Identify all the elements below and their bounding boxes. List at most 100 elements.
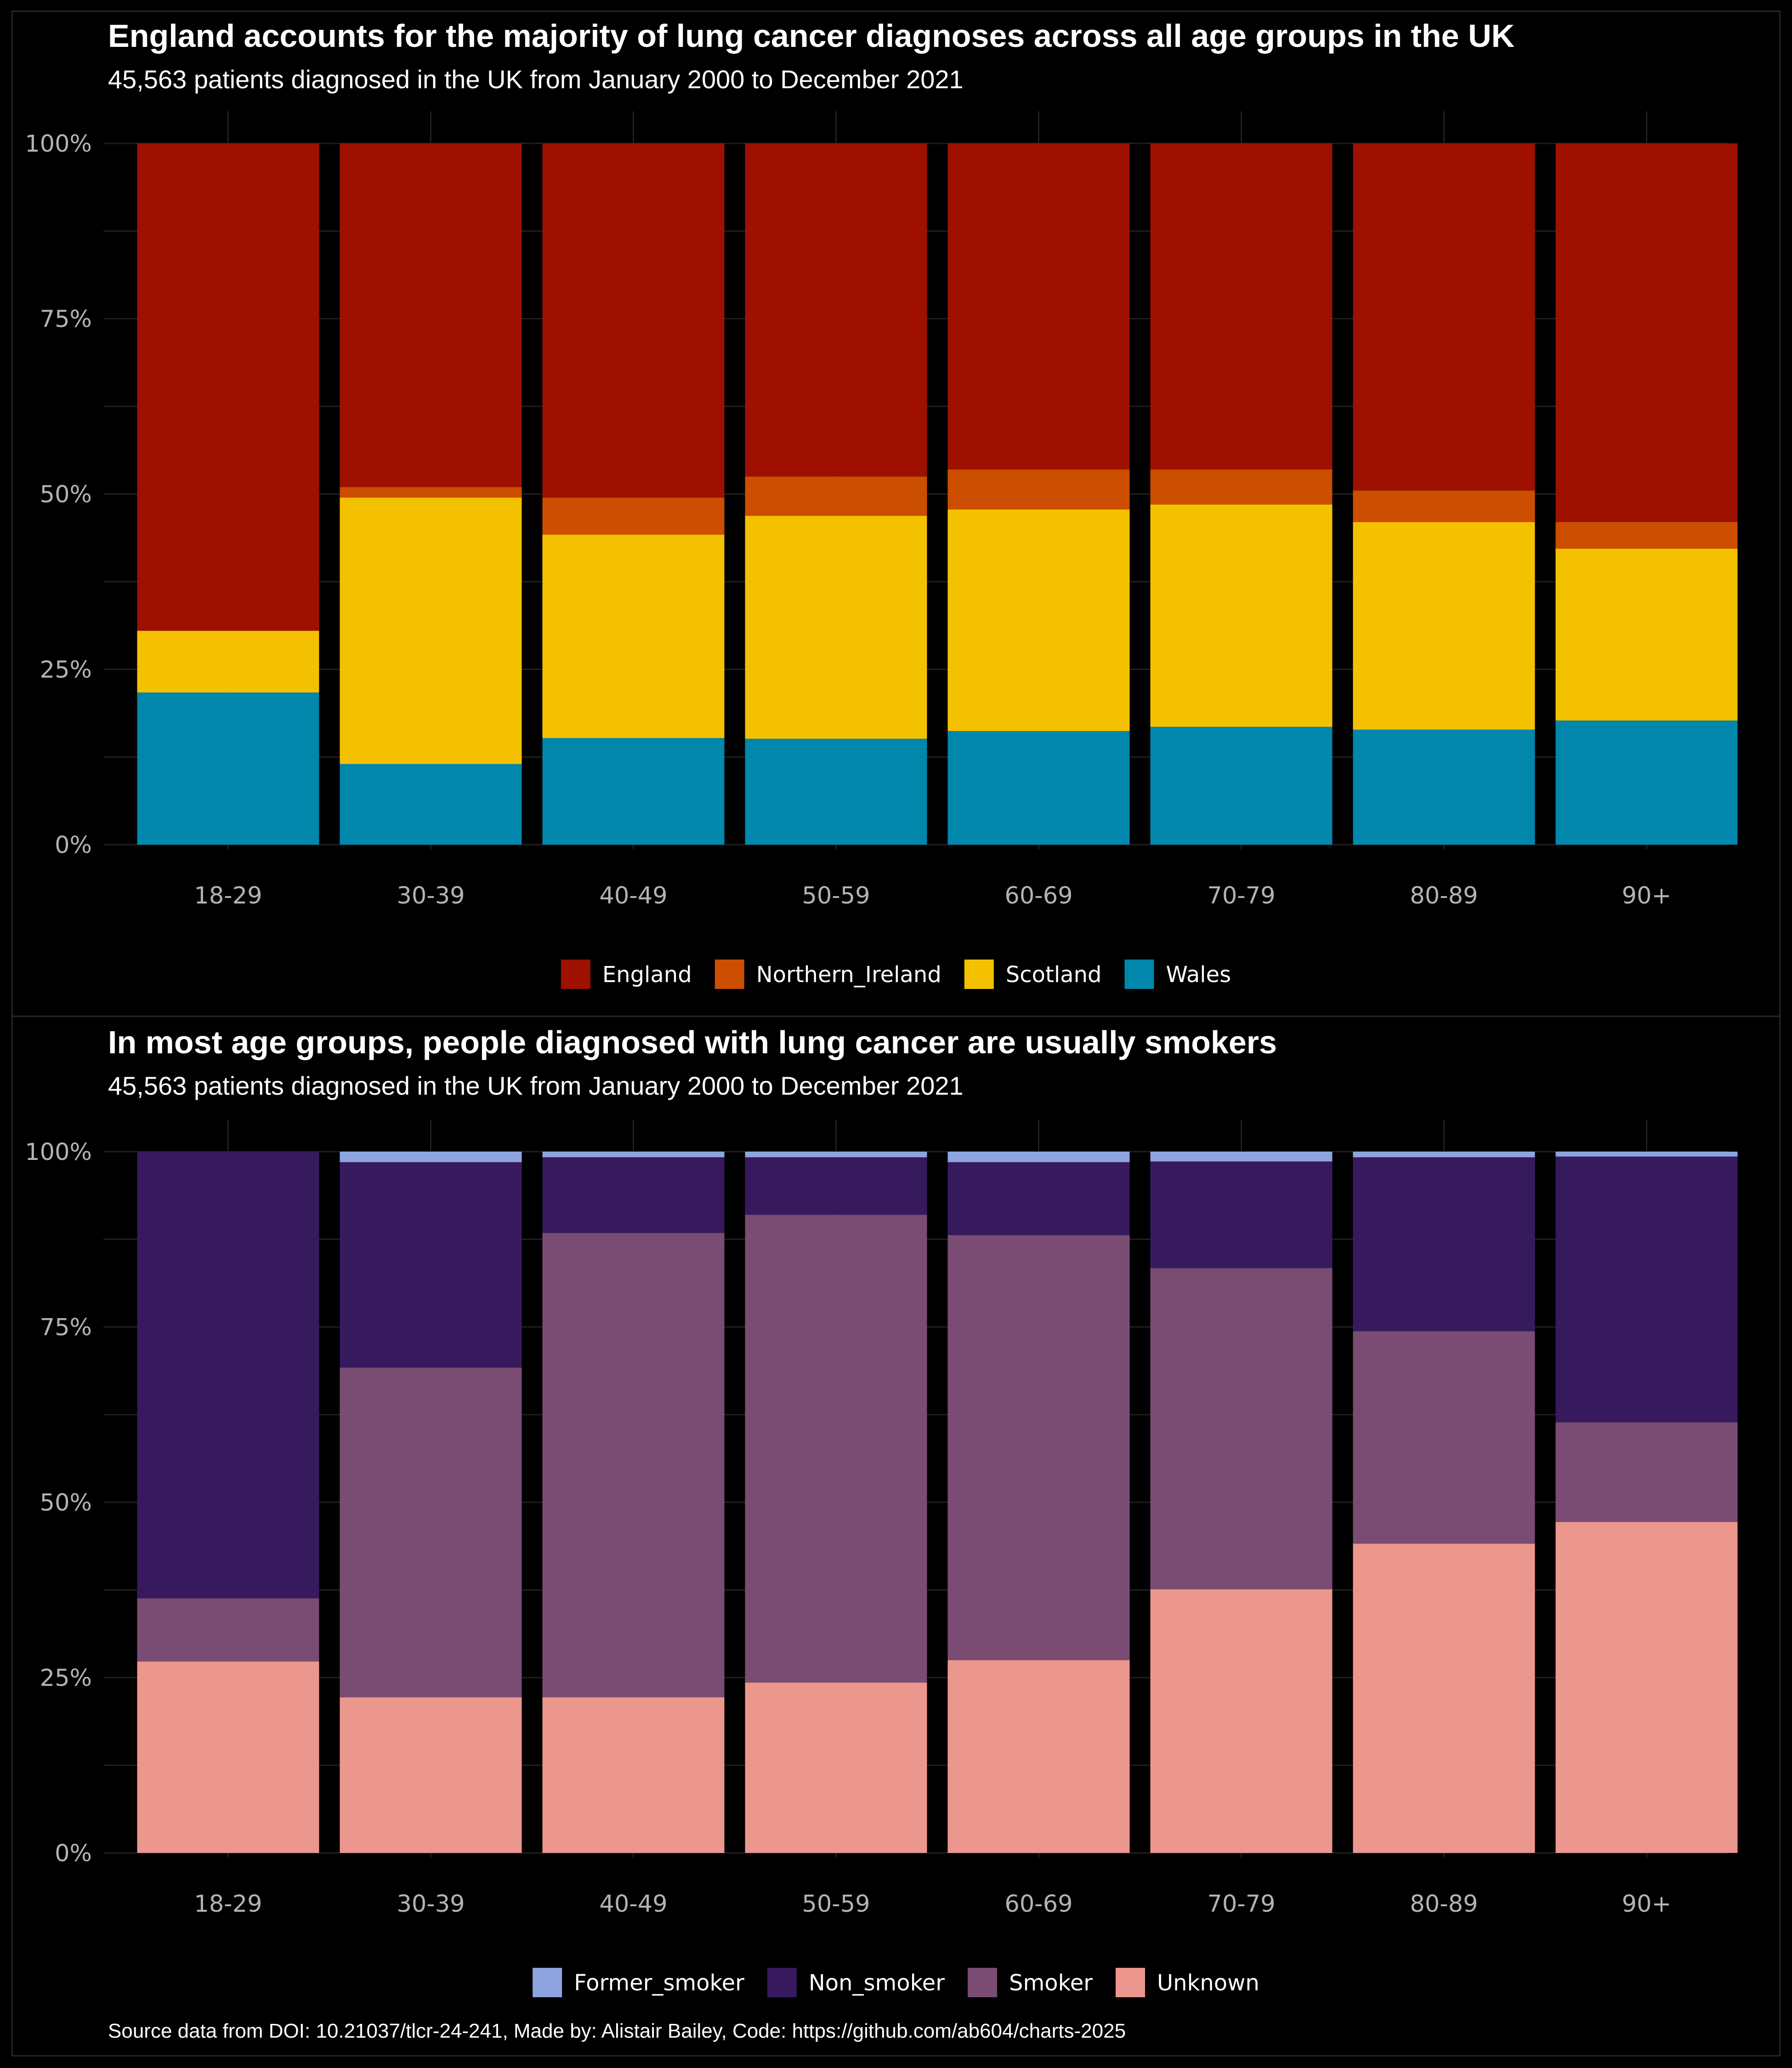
chart-2-bar-smoker-90 [1555, 1422, 1738, 1522]
chart-1-bar-scotland-60-69 [947, 509, 1130, 731]
chart-2-bar-smoker-50-59 [745, 1215, 927, 1683]
chart-2-bar-former-smoker-40-49 [542, 1152, 725, 1158]
chart-2-bar-non-smoker-40-49 [542, 1157, 725, 1233]
chart-1-bar-wales-18-29 [137, 692, 319, 845]
chart-2-x-tick-label: 80-89 [1410, 1891, 1478, 1918]
chart-1-bar-northern-ireland-80-89 [1353, 490, 1535, 523]
chart-1-bar-wales-70-79 [1150, 727, 1333, 845]
chart-1-legend-swatch-wales [1124, 960, 1154, 989]
chart-2-legend-swatch-former-smoker [533, 1968, 562, 1997]
chart-1-subtitle: 45,563 patients diagnosed in the UK from… [108, 65, 964, 94]
chart-1-y-tick-label: 100% [25, 131, 92, 158]
chart-1-bar-wales-90 [1555, 720, 1738, 845]
chart-2-bar-former-smoker-60-69 [947, 1152, 1130, 1162]
chart-1-bar-northern-ireland-90 [1555, 522, 1738, 549]
chart-2-bar-unknown-70-79 [1150, 1589, 1333, 1853]
chart-1-bar-wales-60-69 [947, 731, 1130, 845]
chart-1-bar-england-40-49 [542, 143, 725, 498]
chart-2-bar-former-smoker-50-59 [745, 1152, 927, 1158]
chart-1-bar-northern-ireland-40-49 [542, 497, 725, 535]
chart-2-legend: Former_smoker Non_smoker Smoker Unknown [533, 1968, 1259, 1997]
chart-2-legend-label-smoker: Smoker [1009, 1970, 1093, 1996]
chart-2-bar-unknown-40-49 [542, 1697, 725, 1853]
chart-1-bar-northern-ireland-60-69 [947, 469, 1130, 510]
chart-1-bar-scotland-80-89 [1353, 522, 1535, 730]
chart-2-bar-former-smoker-80-89 [1353, 1152, 1535, 1158]
panel-divider [11, 1016, 1781, 1017]
chart-1-x-tick-label: 40-49 [599, 882, 667, 909]
chart-2-legend-swatch-unknown [1115, 1968, 1145, 1997]
chart-2-y-tick-label: 0% [55, 1840, 92, 1867]
chart-1-bar-scotland-30-39 [340, 497, 522, 764]
chart-1-bar-scotland-70-79 [1150, 504, 1333, 727]
chart-2-bar-former-smoker-30-39 [340, 1152, 522, 1162]
chart-2-x-tick-label: 18-29 [194, 1891, 262, 1918]
chart-2-bar-unknown-80-89 [1353, 1544, 1535, 1853]
chart-2-x-tick-label: 70-79 [1207, 1891, 1275, 1918]
chart-2-bar-smoker-40-49 [542, 1233, 725, 1698]
chart-2-y-tick-label: 25% [40, 1665, 92, 1692]
chart-2-x-tick-label: 40-49 [599, 1891, 667, 1918]
chart-1-x-tick-label: 80-89 [1410, 882, 1478, 909]
chart-1-bar-northern-ireland-50-59 [745, 476, 927, 516]
chart-frame [11, 11, 1781, 2057]
chart-1-bar-wales-40-49 [542, 738, 725, 845]
chart-2-y-tick-label: 75% [40, 1314, 92, 1341]
chart-2-bar-non-smoker-90 [1555, 1156, 1738, 1423]
chart-2-bar-non-smoker-50-59 [745, 1157, 927, 1215]
chart-2-y-tick-label: 100% [25, 1139, 92, 1166]
chart-2-legend-label-former-smoker: Former_smoker [574, 1970, 744, 1996]
chart-2-subtitle: 45,563 patients diagnosed in the UK from… [108, 1071, 964, 1100]
chart-2-x-tick-label: 90+ [1622, 1891, 1672, 1918]
chart-2-bar-smoker-80-89 [1353, 1331, 1535, 1544]
chart-1-legend-swatch-northern-ireland [715, 960, 744, 989]
chart-1-legend-label-wales: Wales [1166, 962, 1231, 988]
chart-2-title: In most age groups, people diagnosed wit… [108, 1024, 1277, 1060]
chart-1-bar-scotland-40-49 [542, 534, 725, 739]
chart-1-bar-england-70-79 [1150, 143, 1333, 470]
chart-2-x-tick-label: 50-59 [802, 1891, 870, 1918]
chart-1-y-tick-label: 50% [40, 481, 92, 508]
chart-1-bar-england-30-39 [340, 143, 522, 487]
chart-1-x-tick-label: 90+ [1622, 882, 1672, 909]
chart-1-x-tick-label: 50-59 [802, 882, 870, 909]
chart-1-bar-northern-ireland-30-39 [340, 487, 522, 498]
chart-2-legend-swatch-smoker [968, 1968, 998, 1997]
chart-1-bar-scotland-90 [1555, 549, 1738, 721]
chart-1-bar-wales-30-39 [340, 764, 522, 845]
chart-2-bar-smoker-60-69 [947, 1235, 1130, 1660]
source-caption: Source data from DOI: 10.21037/tlcr-24-2… [108, 2020, 1126, 2042]
chart-1-x-tick-label: 60-69 [1004, 882, 1072, 909]
chart-2-bar-unknown-30-39 [340, 1697, 522, 1853]
chart-1-bar-northern-ireland-70-79 [1150, 469, 1333, 505]
chart-2-bar-smoker-18-29 [137, 1598, 319, 1662]
chart-1-x-tick-label: 18-29 [194, 882, 262, 909]
chart-2-bar-smoker-30-39 [340, 1368, 522, 1698]
chart-1-bar-wales-80-89 [1353, 729, 1535, 845]
chart-2-x-tick-label: 30-39 [397, 1891, 465, 1918]
chart-1-title: England accounts for the majority of lun… [108, 18, 1515, 54]
chart-1-bar-england-18-29 [137, 143, 319, 631]
chart-1-y-tick-label: 25% [40, 657, 92, 684]
chart-2-bar-unknown-90 [1555, 1522, 1738, 1853]
chart-2-bar-non-smoker-70-79 [1150, 1161, 1333, 1268]
chart-2-bar-unknown-18-29 [137, 1661, 319, 1853]
chart-1-bar-england-80-89 [1353, 143, 1535, 491]
chart-2-bar-non-smoker-60-69 [947, 1162, 1130, 1235]
chart-1-legend-swatch-scotland [964, 960, 994, 989]
chart-1-bar-england-60-69 [947, 143, 1130, 470]
chart-1-plot: 0% 25% 50% 75% 100% 18-29 30-39 40-49 50-59 60-69… [25, 111, 1738, 989]
chart-1-legend: England Northern_Ireland Scotland Wales [561, 960, 1231, 989]
chart-1-y-tick-label: 75% [40, 306, 92, 333]
chart-1-bar-england-50-59 [745, 143, 927, 477]
chart-1-bar-wales-50-59 [745, 739, 927, 845]
chart-2-bar-non-smoker-18-29 [137, 1152, 319, 1599]
chart-2-legend-label-non-smoker: Non_smoker [809, 1970, 945, 1996]
chart-2-bar-smoker-70-79 [1150, 1268, 1333, 1590]
chart-1-legend-label-scotland: Scotland [1006, 962, 1102, 988]
chart-1-x-tick-label: 70-79 [1207, 882, 1275, 909]
chart-1-bar-england-90 [1555, 143, 1738, 523]
chart-2-bar-former-smoker-70-79 [1150, 1152, 1333, 1162]
chart-2-x-tick-label: 60-69 [1004, 1891, 1072, 1918]
